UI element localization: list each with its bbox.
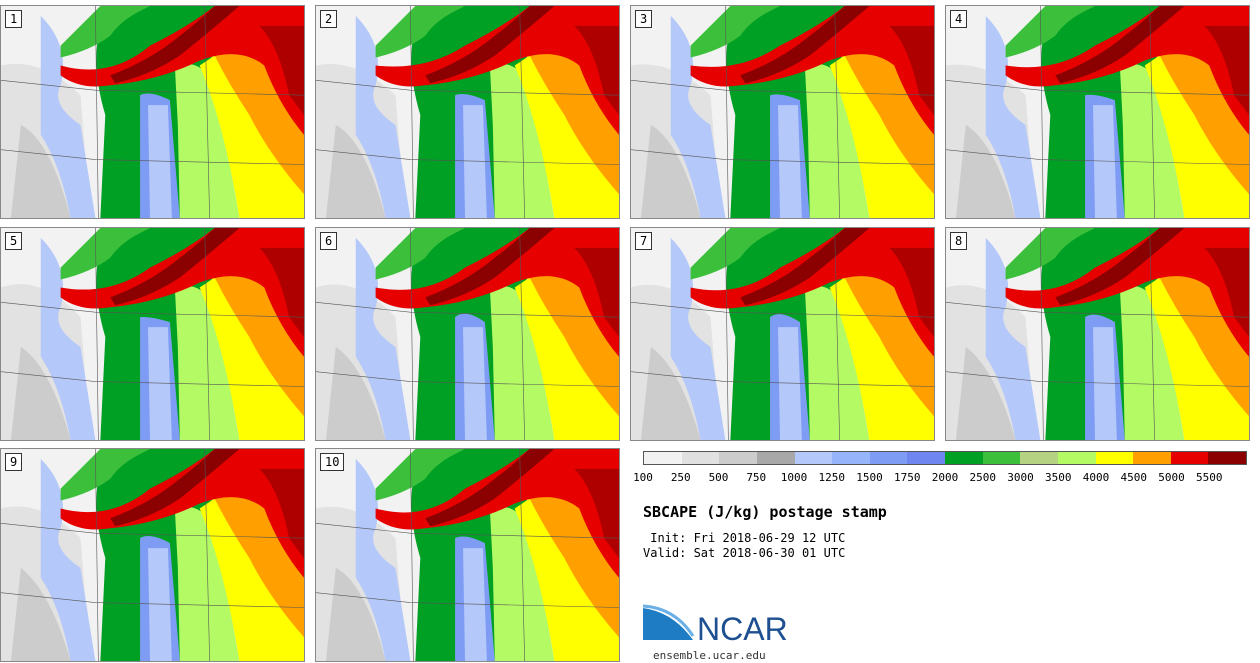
member-number: 8 bbox=[950, 232, 968, 250]
member-number: 10 bbox=[320, 453, 345, 471]
member-number: 2 bbox=[320, 10, 338, 28]
colorbar-swatch bbox=[1208, 452, 1246, 464]
member-number: 9 bbox=[5, 453, 23, 471]
colorbar-swatch bbox=[681, 452, 720, 464]
member-number: 1 bbox=[5, 10, 23, 28]
member-panel: 4 bbox=[945, 5, 1250, 219]
colorbar-swatch bbox=[1095, 452, 1134, 464]
colorbar-swatch bbox=[869, 452, 908, 464]
colorbar-tick-label: 250 bbox=[670, 471, 691, 484]
member-number: 5 bbox=[5, 232, 23, 250]
colorbar-swatch bbox=[832, 452, 870, 464]
ncar-logo: NCAR bbox=[643, 604, 788, 647]
colorbar-tick-label: 3500 bbox=[1045, 471, 1072, 484]
colorbar-tick-label: 1500 bbox=[856, 471, 883, 484]
colorbar-tick-label: 1250 bbox=[818, 471, 846, 484]
colorbar-tick-label: 5000 bbox=[1158, 471, 1185, 484]
member-panel: 5 bbox=[0, 227, 305, 441]
colorbar-tick-label: 100 bbox=[633, 471, 653, 484]
member-panel: 2 bbox=[315, 5, 620, 219]
colorbar-tick-label: 4500 bbox=[1120, 471, 1148, 484]
colorbar-swatch bbox=[945, 452, 983, 464]
colorbar-tick-label: 4000 bbox=[1082, 471, 1110, 484]
logo-text: NCAR bbox=[697, 611, 788, 647]
colorbar-tick-label: 500 bbox=[708, 471, 729, 484]
valid-time: Valid: Sat 2018-06-30 01 UTC bbox=[643, 546, 846, 560]
colorbar-swatch bbox=[794, 452, 833, 464]
colorbar-swatch bbox=[719, 452, 757, 464]
member-panel: 3 bbox=[630, 5, 935, 219]
member-number: 6 bbox=[320, 232, 338, 250]
colorbar-tick-label: 1750 bbox=[894, 471, 921, 484]
colorbar-tick-label: 2000 bbox=[931, 471, 959, 484]
member-number: 3 bbox=[635, 10, 653, 28]
member-panel: 8 bbox=[945, 227, 1250, 441]
member-number: 7 bbox=[635, 232, 653, 250]
member-panel: 1 bbox=[0, 5, 305, 219]
colorbar-swatch bbox=[982, 452, 1021, 464]
member-panel: 6 bbox=[315, 227, 620, 441]
colorbar-swatch bbox=[756, 452, 795, 464]
colorbar-tick-label: 1000 bbox=[780, 471, 808, 484]
colorbar-tick-label: 2500 bbox=[969, 471, 997, 484]
member-number: 4 bbox=[950, 10, 968, 28]
colorbar-swatch bbox=[1170, 452, 1209, 464]
init-time: Init: Fri 2018-06-29 12 UTC bbox=[643, 531, 846, 545]
colorbar-swatch bbox=[644, 452, 682, 464]
colorbar-swatch bbox=[907, 452, 945, 464]
colorbar-tick-label: 3000 bbox=[1007, 471, 1034, 484]
colorbar-tick-label: 750 bbox=[746, 471, 767, 484]
member-panel: 7 bbox=[630, 227, 935, 441]
colorbar-swatch bbox=[1133, 452, 1171, 464]
colorbar bbox=[643, 451, 1247, 465]
colorbar-swatch bbox=[1057, 452, 1096, 464]
chart-title: SBCAPE (J/kg) postage stamp bbox=[643, 503, 887, 521]
member-panel: 10 bbox=[315, 448, 620, 662]
colorbar-tick-label: 5500 bbox=[1196, 471, 1223, 484]
logo-url: ensemble.ucar.edu bbox=[653, 649, 766, 662]
colorbar-swatch bbox=[1020, 452, 1058, 464]
member-panel: 9 bbox=[0, 448, 305, 662]
